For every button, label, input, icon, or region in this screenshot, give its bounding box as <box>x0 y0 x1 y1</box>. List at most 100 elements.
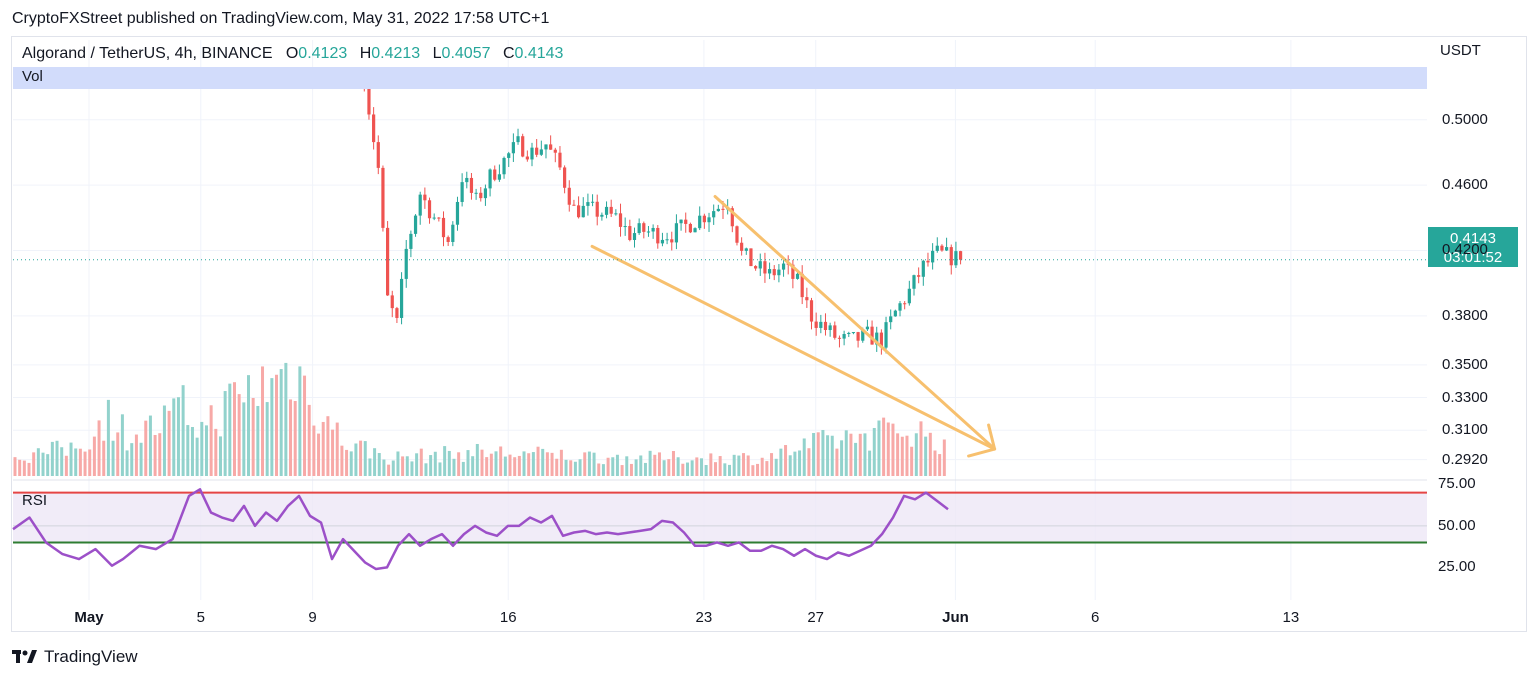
volume-bar <box>284 362 288 476</box>
candle-body <box>763 261 767 274</box>
rsi-indicator-label[interactable]: RSI <box>22 492 48 509</box>
wedge-trendline[interactable] <box>590 244 997 451</box>
volume-bar <box>270 378 274 476</box>
candle-body <box>814 321 818 328</box>
x-tick-label: Jun <box>942 609 969 626</box>
low-value: 0.4057 <box>441 45 491 62</box>
volume-indicator-band[interactable] <box>13 67 1427 89</box>
volume-bar <box>639 455 643 476</box>
candle-body <box>670 239 674 243</box>
volume-bar <box>718 456 722 476</box>
volume-bar <box>770 453 774 476</box>
volume-bar <box>438 462 442 476</box>
volume-bar <box>541 448 545 476</box>
candle-body <box>642 223 646 232</box>
volume-bar <box>671 451 675 476</box>
volume-bar <box>756 463 760 476</box>
candle-body <box>651 227 655 232</box>
candle-body <box>712 211 716 218</box>
volume-bar <box>527 453 531 476</box>
volume-bar <box>401 456 405 476</box>
volume-bar <box>391 460 395 476</box>
volume-bar <box>494 451 498 476</box>
rsi-y-tick-label: 25.00 <box>1438 558 1476 576</box>
candle-body <box>772 269 776 276</box>
volume-bar <box>475 443 479 476</box>
volume-bar <box>326 416 330 476</box>
volume-bar <box>858 433 862 476</box>
volume-bar <box>765 461 769 476</box>
candle-body <box>800 273 804 298</box>
rsi-line <box>12 488 949 571</box>
volume-bar <box>102 440 106 476</box>
volume-bar <box>788 455 792 476</box>
high-key: H <box>359 45 372 62</box>
candle-body <box>604 206 609 215</box>
candle-body <box>684 219 688 224</box>
volume-bar <box>461 461 465 476</box>
candle-body <box>600 214 604 217</box>
volume-bar <box>653 454 657 476</box>
volume-bar <box>289 399 293 476</box>
candle-body <box>493 169 497 180</box>
volume-bar <box>419 448 423 476</box>
volume-bar <box>545 452 549 476</box>
volume-bar <box>88 449 92 476</box>
candle-body <box>847 332 851 335</box>
volume-bar <box>611 457 615 476</box>
volume-bar <box>643 462 647 476</box>
candle-body <box>646 231 651 233</box>
candle-body <box>819 321 823 328</box>
volume-bar <box>204 425 208 476</box>
candle-body <box>707 217 711 223</box>
volume-bar <box>457 452 461 476</box>
last-price-value: 0.4143 <box>1450 230 1496 247</box>
volume-bar <box>55 440 59 476</box>
volume-bar <box>60 447 64 476</box>
volume-bar <box>928 432 932 476</box>
volume-bar <box>699 458 703 476</box>
candle-body <box>530 147 534 160</box>
candle-body <box>660 239 665 244</box>
volume-bar <box>251 397 255 476</box>
x-tick-label: 16 <box>499 609 517 626</box>
wedge-trendline[interactable] <box>713 195 997 451</box>
volume-bar <box>368 458 372 476</box>
volume-bar <box>681 463 685 476</box>
volume-bar <box>50 441 54 476</box>
volume-bar <box>64 455 68 476</box>
candle-body <box>618 213 623 227</box>
volume-bar <box>158 433 162 476</box>
candle-body <box>754 266 758 269</box>
volume-bar <box>256 405 260 476</box>
candle-body <box>614 213 618 215</box>
open-key: O <box>285 45 299 62</box>
candle-body <box>740 242 744 251</box>
volume-bar <box>896 433 900 476</box>
candle-body <box>935 245 939 251</box>
tradingview-brand[interactable]: TradingView <box>12 647 138 667</box>
high-value: 0.4213 <box>371 45 421 62</box>
volume-bar <box>499 446 503 476</box>
volume-bar <box>396 451 400 476</box>
symbol-legend[interactable]: Algorand / TetherUS, 4h, BINANCE O0.4123… <box>22 45 571 63</box>
volume-bar <box>489 453 493 476</box>
candle-body <box>502 157 506 175</box>
candle-body <box>553 149 557 153</box>
candle-body <box>795 273 800 279</box>
volume-bar <box>728 464 732 476</box>
candle-body <box>637 223 641 234</box>
volume-bar <box>508 454 512 476</box>
candle-body <box>539 149 543 155</box>
volume-indicator-label[interactable]: Vol <box>22 68 43 85</box>
volume-bar <box>821 430 825 476</box>
volume-bar <box>587 451 591 476</box>
symbol-name[interactable]: Algorand / TetherUS, 4h, BINANCE <box>22 45 273 62</box>
volume-bar <box>321 421 325 476</box>
candle-body <box>884 322 888 348</box>
candle-body <box>367 88 371 115</box>
candle-body <box>940 245 944 251</box>
candle-body <box>958 251 963 260</box>
candle-body <box>399 278 404 318</box>
